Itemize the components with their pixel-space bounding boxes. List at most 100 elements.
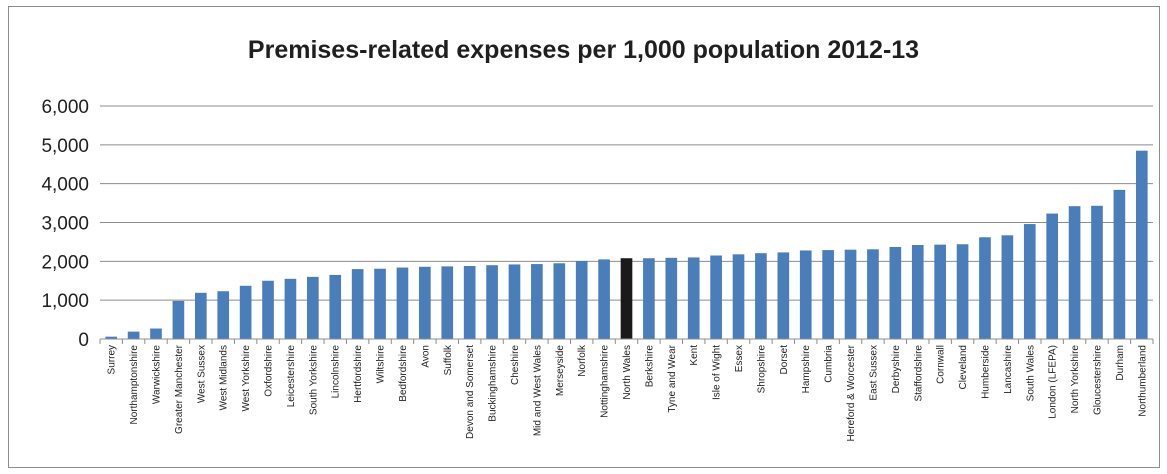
bar xyxy=(732,254,745,339)
x-tick-label: Wiltshire xyxy=(376,345,387,384)
x-tick-label: Staffordshire xyxy=(913,345,924,402)
x-tick-label: West Midlands xyxy=(219,345,230,410)
bar xyxy=(665,257,678,339)
x-tick-label: Oxfordshire xyxy=(264,345,275,397)
bar xyxy=(239,285,252,339)
bar xyxy=(1023,224,1036,339)
x-tick-label: Tyne and Wear xyxy=(667,344,678,412)
x-tick-label: Avon xyxy=(420,345,431,368)
bar xyxy=(553,263,566,339)
bar xyxy=(262,280,274,339)
y-tick-label: 4,000 xyxy=(41,175,89,196)
bar xyxy=(777,252,790,339)
x-tick-label: Cumbria xyxy=(824,345,835,383)
x-tick-label: Warwickshire xyxy=(152,345,163,405)
bar xyxy=(822,250,834,339)
bar xyxy=(194,292,207,339)
bar xyxy=(1113,189,1126,339)
bar xyxy=(911,245,924,339)
bar xyxy=(1068,206,1081,339)
x-tick-label: Kent xyxy=(689,345,700,366)
x-tick-label: South Wales xyxy=(1025,345,1036,401)
x-tick-label: North Yorkshire xyxy=(1070,345,1081,414)
bar xyxy=(867,249,879,339)
x-tick-label: Buckinghamshire xyxy=(488,345,499,422)
x-tick-label: North Wales xyxy=(622,345,633,400)
bar xyxy=(956,244,969,339)
y-tick-label: 2,000 xyxy=(41,252,89,273)
x-tick-label: Cleveland xyxy=(958,345,969,389)
bar xyxy=(374,268,386,339)
x-tick-label: Merseyside xyxy=(555,345,566,397)
bar xyxy=(284,278,297,339)
bar xyxy=(150,328,162,339)
bar xyxy=(755,253,767,339)
bar xyxy=(329,274,342,339)
bar xyxy=(1046,213,1059,339)
x-tick-label: Surrey xyxy=(107,345,118,374)
x-tick-label: Dorset xyxy=(779,345,790,375)
x-tick-label: Hertfordshire xyxy=(353,345,364,403)
x-tick-label: Berkshire xyxy=(644,345,655,388)
x-tick-label: Greater Manchester xyxy=(174,344,185,434)
y-tick-label: 3,000 xyxy=(41,214,89,235)
bar xyxy=(643,258,655,339)
chart-frame xyxy=(8,6,1160,468)
x-tick-label: Hereford & Worcester xyxy=(846,344,857,441)
x-tick-label: West Yorkshire xyxy=(241,345,252,412)
bar xyxy=(441,266,454,339)
bar xyxy=(844,249,857,339)
x-tick-label: Humberside xyxy=(980,345,991,399)
bar xyxy=(531,264,543,339)
x-tick-label: Suffolk xyxy=(443,344,454,375)
bar xyxy=(1091,205,1103,339)
bar xyxy=(710,255,722,339)
bar xyxy=(396,267,409,339)
x-tick-label: Isle of Wight xyxy=(712,345,723,400)
bar xyxy=(127,331,140,339)
bar xyxy=(1001,235,1014,339)
bar xyxy=(799,250,812,339)
bar xyxy=(1135,150,1148,339)
y-tick-label: 0 xyxy=(78,330,89,351)
bar xyxy=(307,276,319,339)
bar xyxy=(620,258,633,339)
bars xyxy=(105,150,1148,339)
y-tick-label: 1,000 xyxy=(41,291,89,312)
bar xyxy=(889,246,902,339)
x-tick-label: Leicestershire xyxy=(286,345,297,408)
y-tick-label: 6,000 xyxy=(41,97,89,118)
x-tick-label: Mid and West Wales xyxy=(532,345,543,436)
x-tick-label: Lincolnshire xyxy=(331,345,342,399)
x-tick-label: Durham xyxy=(1115,345,1126,381)
bar xyxy=(575,260,588,339)
x-tick-label: Nottinghamshire xyxy=(600,345,611,418)
x-tick-label: Cornwall xyxy=(936,345,947,384)
bar xyxy=(486,265,498,339)
x-axis xyxy=(99,338,1154,344)
bar xyxy=(217,291,230,339)
x-tick-label: Lancashire xyxy=(1003,345,1014,394)
bar xyxy=(463,265,476,339)
bar xyxy=(351,269,364,339)
x-tick-label: London (LFEPA) xyxy=(1048,345,1059,419)
x-tick-label: Hampshire xyxy=(801,345,812,394)
x-tick-label: Shropshire xyxy=(756,345,767,394)
bar xyxy=(508,264,521,339)
bar xyxy=(598,259,610,339)
bar xyxy=(105,336,118,339)
x-tick-label: East Sussex xyxy=(868,345,879,401)
x-tick-label: West Sussex xyxy=(196,345,207,403)
bar xyxy=(172,300,185,339)
x-tick-label: Essex xyxy=(734,345,745,372)
y-tick-label: 5,000 xyxy=(41,136,89,157)
x-tick-label: Cheshire xyxy=(510,345,521,385)
bar xyxy=(419,266,431,339)
bar xyxy=(934,244,946,339)
x-tick-label: Bedfordshire xyxy=(398,345,409,402)
x-tick-label: Northumberland xyxy=(1137,345,1148,417)
x-tick-label: Gloucestershire xyxy=(1092,345,1103,415)
bar xyxy=(979,237,991,339)
x-tick-label: Northamptonshire xyxy=(129,345,140,425)
